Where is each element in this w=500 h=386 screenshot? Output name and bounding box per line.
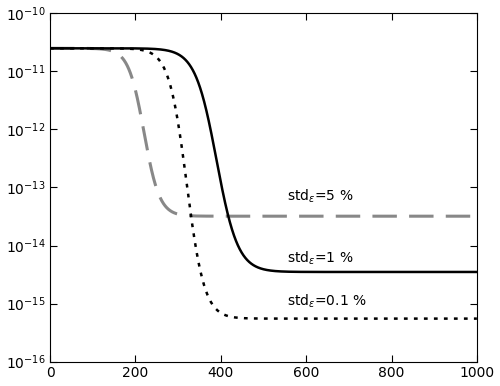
Text: std$_{\varepsilon}$=1 %: std$_{\varepsilon}$=1 % [287, 250, 354, 267]
Text: std$_{\varepsilon}$=5 %: std$_{\varepsilon}$=5 % [287, 188, 354, 205]
Text: std$_{\varepsilon}$=0.1 %: std$_{\varepsilon}$=0.1 % [287, 293, 366, 310]
